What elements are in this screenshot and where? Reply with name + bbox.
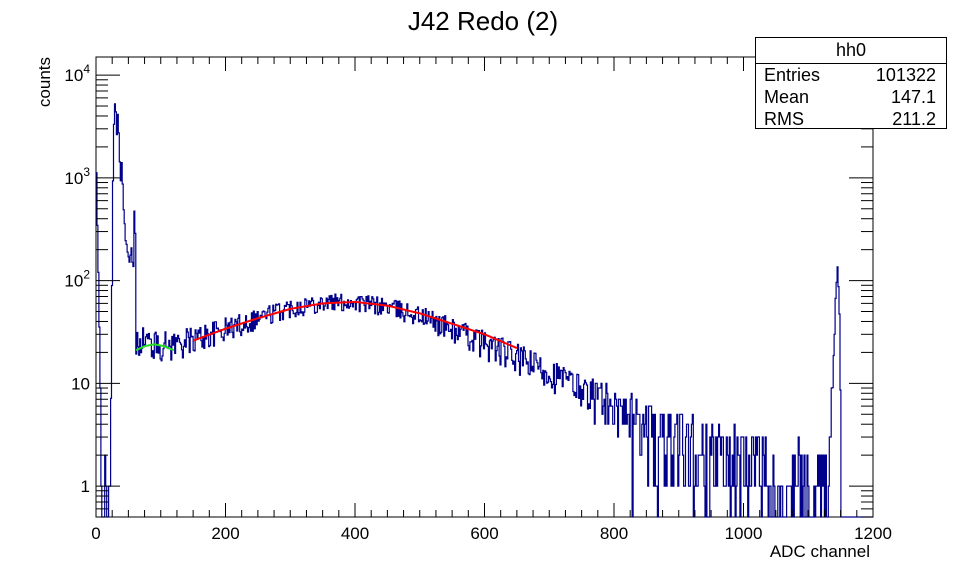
fit-curve-green (135, 343, 175, 352)
y-axis-label: counts (35, 57, 54, 107)
fit-curve-red (192, 300, 518, 350)
y-tick-label: 1 (81, 477, 90, 496)
x-tick-label: 200 (211, 524, 239, 543)
stats-label: RMS (764, 109, 804, 129)
x-axis-label: ADC channel (770, 542, 870, 561)
stats-value: 101322 (875, 65, 936, 85)
x-tick-label: 1000 (725, 524, 763, 543)
y-tick-label: 10 (71, 374, 90, 393)
stats-row-mean: Mean 147.1 (756, 86, 946, 108)
stats-label: Entries (764, 65, 821, 85)
y-tick-label: 103 (64, 165, 90, 188)
stats-title: hh0 (756, 38, 946, 64)
x-tick-label: 400 (341, 524, 369, 543)
x-tick-label: 800 (600, 524, 628, 543)
stats-value: 147.1 (890, 87, 936, 107)
x-tick-label: 600 (470, 524, 498, 543)
x-tick-label: 1200 (854, 524, 892, 543)
stats-row-entries: Entries 101322 (756, 64, 946, 86)
chart-title: J42 Redo (2) (408, 6, 558, 36)
x-tick-label: 0 (91, 524, 100, 543)
stats-value: 211.2 (892, 109, 936, 129)
y-tick-label: 102 (64, 268, 90, 291)
y-tick-label: 104 (64, 62, 90, 85)
stats-label: Mean (764, 87, 810, 107)
histogram-line (96, 103, 873, 518)
stats-box: hh0 Entries 101322 Mean 147.1 RMS 211.2 (755, 37, 947, 129)
stats-row-rms: RMS 211.2 (756, 108, 946, 130)
